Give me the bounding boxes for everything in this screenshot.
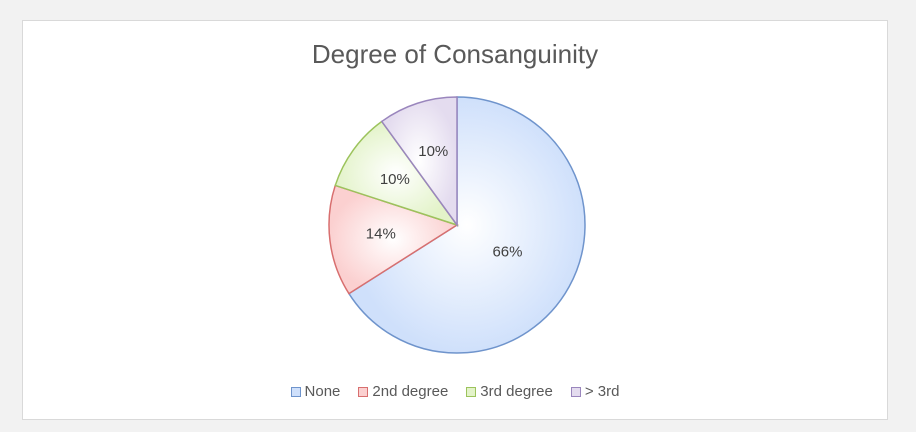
legend-item-3rd: > 3rd <box>570 383 620 400</box>
legend-swatch <box>358 386 369 397</box>
legend-swatch <box>290 386 301 397</box>
legend-label: None <box>304 383 341 400</box>
pie-slice-2nd-degree <box>328 184 459 295</box>
data-label-3rd: 10% <box>418 143 448 160</box>
chart-container: Degree of Consanguinity 66% 14% 10% 10% Non… <box>22 20 888 420</box>
data-label-3rd-degree: 10% <box>380 171 410 188</box>
pie-slice-3rd <box>380 96 458 228</box>
chart-title: Degree of Consanguinity <box>311 39 599 69</box>
legend-label: 2nd degree <box>372 383 449 400</box>
legend-label: 3rd degree <box>480 383 553 400</box>
pie-slice-3rd-degree <box>334 120 459 227</box>
pie-slice-none <box>347 96 586 354</box>
legend-swatch <box>570 386 581 397</box>
legend-swatch <box>466 386 477 397</box>
legend-item-3rd-degree: 3rd degree <box>466 383 553 400</box>
legend-label: > 3rd <box>584 383 620 400</box>
data-label-2nd-degree: 14% <box>366 226 396 243</box>
legend-item-2nd-degree: 2nd degree <box>358 383 448 400</box>
legend: None 2nd degree 3rd degree > 3rd <box>23 383 887 400</box>
data-label-none: 66% <box>492 244 522 261</box>
legend-item-none: None <box>290 383 341 400</box>
pie-chart: 66% 14% 10% 10% <box>328 96 586 354</box>
